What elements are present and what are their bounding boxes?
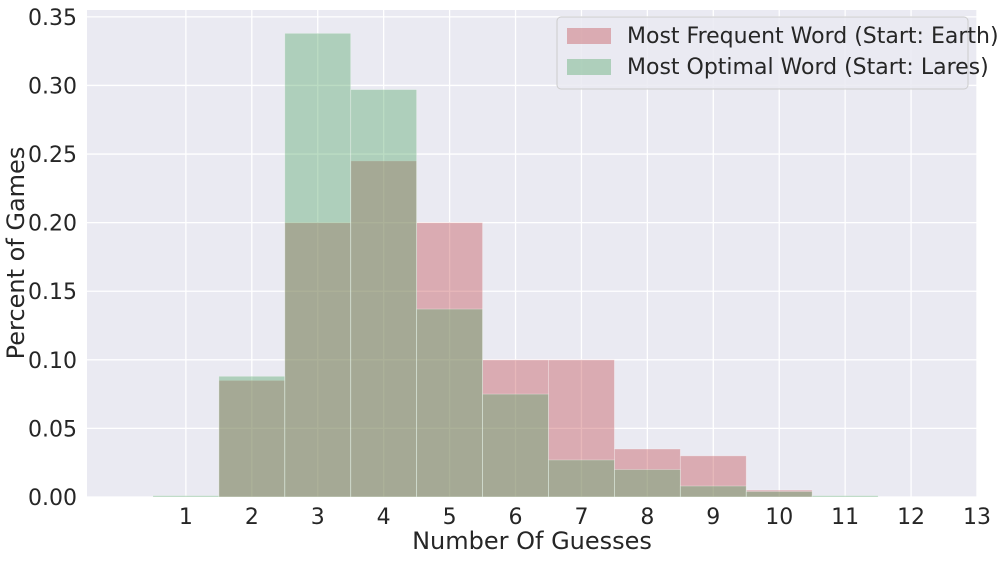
legend-swatch bbox=[567, 59, 611, 75]
bar-series-2-x-10 bbox=[745, 491, 813, 498]
y-tick-label: 0.15 bbox=[28, 280, 77, 305]
grid-layer bbox=[87, 10, 978, 498]
bar-series-2-x-4 bbox=[350, 89, 418, 498]
x-tick-label: 1 bbox=[179, 505, 193, 530]
x-tick-label: 10 bbox=[765, 505, 793, 530]
bar-series-2-x-6 bbox=[482, 393, 549, 498]
y-axis-label: Percent of Games bbox=[2, 147, 30, 360]
x-tick-label: 13 bbox=[963, 505, 991, 530]
y-tick-label: 0.05 bbox=[28, 417, 77, 442]
bar-series-2-x-1 bbox=[152, 495, 220, 498]
bar-series-2-x-2 bbox=[218, 375, 286, 498]
axes-layer: 0.000.050.100.150.200.250.300.351 2 3 4 5 6 7 8… bbox=[28, 6, 991, 530]
y-tick-label: 0.25 bbox=[28, 143, 77, 168]
legend: Most Frequent Word (Start: Earth) Most Op… bbox=[556, 16, 998, 90]
bar-series-1-x-5 bbox=[416, 222, 483, 498]
bar-series-1-x-7 bbox=[548, 359, 615, 498]
x-tick-label: 6 bbox=[509, 505, 523, 530]
bar-series-2-x-9 bbox=[679, 485, 747, 498]
bar-series-1-x-9 bbox=[679, 455, 747, 498]
bar-series-2-x-11 bbox=[811, 495, 879, 498]
x-tick-label: 5 bbox=[443, 505, 457, 530]
bar-series-1-x-8 bbox=[614, 448, 681, 498]
bar-series-1-x-10 bbox=[745, 489, 813, 498]
plot-background bbox=[87, 10, 977, 497]
x-tick-label: 9 bbox=[706, 505, 720, 530]
x-tick-label: 8 bbox=[640, 505, 654, 530]
bars-layer bbox=[152, 32, 879, 498]
legend-box bbox=[556, 16, 969, 90]
bar-series-2-x-8 bbox=[614, 469, 681, 498]
bar-series-1-x-4 bbox=[350, 160, 418, 498]
bar-series-1-x-2 bbox=[218, 379, 286, 498]
x-tick-label: 11 bbox=[831, 505, 859, 530]
x-tick-label: 4 bbox=[377, 505, 391, 530]
legend-swatch bbox=[567, 28, 611, 44]
x-tick-label: 12 bbox=[897, 505, 925, 530]
x-axis-label: Number Of Guesses bbox=[412, 527, 652, 555]
bar-series-2-x-5 bbox=[416, 308, 483, 498]
y-tick-label: 0.30 bbox=[28, 74, 77, 99]
y-tick-label: 0.10 bbox=[28, 349, 77, 374]
bar-series-2-x-7 bbox=[548, 459, 615, 498]
y-tick-label: 0.00 bbox=[28, 486, 77, 511]
x-tick-label: 7 bbox=[574, 505, 588, 530]
x-tick-label: 2 bbox=[245, 505, 259, 530]
legend-label: Most Optimal Word (Start: Lares) bbox=[627, 55, 989, 80]
bar-series-2-x-3 bbox=[284, 32, 352, 498]
bar-series-1-x-3 bbox=[284, 222, 352, 498]
legend-label: Most Frequent Word (Start: Earth) bbox=[627, 24, 998, 49]
y-tick-label: 0.20 bbox=[28, 212, 77, 237]
y-tick-label: 0.35 bbox=[28, 6, 77, 31]
x-tick-label: 3 bbox=[311, 505, 325, 530]
bar-series-1-x-6 bbox=[482, 359, 549, 498]
